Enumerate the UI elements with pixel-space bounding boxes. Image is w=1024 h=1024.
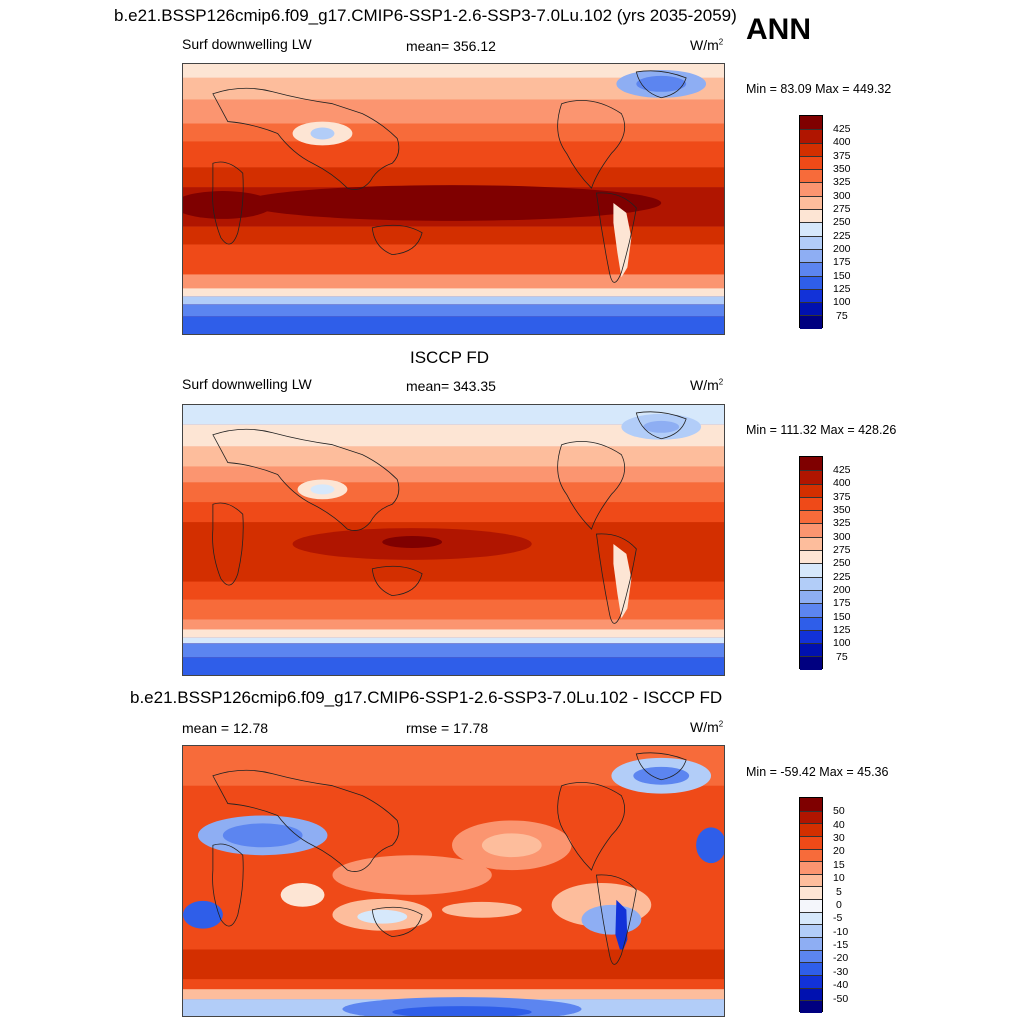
colorbar-tick-label: 20: [833, 845, 845, 857]
panel-title: b.e21.BSSP126cmip6.f09_g17.CMIP6-SSP1-2.…: [114, 6, 737, 25]
minmax-label: Min = 83.09 Max = 449.32: [746, 82, 892, 96]
colorbar-tick-label: -10: [833, 926, 849, 938]
colorbar-tick-label: 200: [833, 243, 851, 255]
units-label: W/m2: [690, 719, 724, 735]
world-map: [182, 63, 725, 335]
colorbar-tick-label: 425: [833, 464, 851, 476]
colorbar-tick-label: 325: [833, 517, 851, 529]
colorbar-tick-label: 225: [833, 230, 851, 242]
world-map: [182, 404, 725, 676]
rmse-label: rmse = 17.78: [406, 720, 489, 736]
colorbar-tick-label: 175: [833, 256, 851, 268]
colorbar-tick-label: 375: [833, 150, 851, 162]
colorbar-tick-label: 125: [833, 624, 851, 636]
colorbar-tick-label: 125: [833, 283, 851, 295]
contour-field: [183, 64, 724, 334]
mean-label: mean= 343.35: [406, 378, 496, 394]
colorbar-tick-label: 225: [833, 571, 851, 583]
colorbar-tick-label: 100: [833, 296, 851, 308]
mean-label: mean = 12.78: [182, 720, 269, 736]
mean-label: mean= 356.12: [406, 38, 496, 54]
colorbar-tick-label: 10: [833, 872, 845, 884]
colorbar-tick-label: 175: [833, 597, 851, 609]
colorbar-tick-label: 400: [833, 136, 851, 148]
panel-title: ISCCP FD: [410, 348, 490, 367]
colorbar-tick-label: 75: [836, 310, 848, 322]
colorbar-tick-label: -40: [833, 979, 849, 991]
colorbar-tick-label: 275: [833, 203, 851, 215]
colorbar-tick-label: 275: [833, 544, 851, 556]
units-label: W/m2: [690, 377, 724, 393]
minmax-label: Min = 111.32 Max = 428.26: [746, 423, 897, 437]
minmax-label: Min = -59.42 Max = 45.36: [746, 765, 889, 779]
colorbar: [799, 797, 823, 1013]
colorbar-tick-label: 250: [833, 216, 851, 228]
colorbar-tick-label: 375: [833, 491, 851, 503]
colorbar-tick-label: 425: [833, 123, 851, 135]
colorbar-tick-label: 200: [833, 584, 851, 596]
colorbar-tick-label: 350: [833, 163, 851, 175]
colorbar-tick-label: 5: [836, 886, 842, 898]
colorbar-tick-label: 40: [833, 819, 845, 831]
colorbar: [799, 456, 823, 670]
contour-field: [183, 746, 724, 1016]
units-label: W/m2: [690, 37, 724, 53]
colorbar-tick-label: -20: [833, 952, 849, 964]
colorbar-tick-label: 250: [833, 557, 851, 569]
colorbar-tick-label: -15: [833, 939, 849, 951]
colorbar-tick-label: -5: [833, 912, 843, 924]
colorbar-tick-label: 300: [833, 190, 851, 202]
world-map: [182, 745, 725, 1017]
colorbar-tick-label: 150: [833, 270, 851, 282]
colorbar-tick-label: 100: [833, 637, 851, 649]
colorbar-tick-label: 30: [833, 832, 845, 844]
panel-title: b.e21.BSSP126cmip6.f09_g17.CMIP6-SSP1-2.…: [130, 688, 723, 707]
colorbar-tick-label: 150: [833, 611, 851, 623]
colorbar-tick-label: -30: [833, 966, 849, 978]
colorbar: [799, 115, 823, 329]
contour-field: [183, 405, 724, 675]
variable-label: Surf downwelling LW: [182, 36, 312, 52]
variable-label: Surf downwelling LW: [182, 376, 312, 392]
colorbar-tick-label: 50: [833, 805, 845, 817]
colorbar-tick-label: 0: [836, 899, 842, 911]
colorbar-tick-label: 15: [833, 859, 845, 871]
colorbar-tick-label: -50: [833, 993, 849, 1005]
colorbar-tick-label: 325: [833, 176, 851, 188]
colorbar-tick-label: 300: [833, 531, 851, 543]
colorbar-tick-label: 75: [836, 651, 848, 663]
colorbar-tick-label: 350: [833, 504, 851, 516]
season-label: ANN: [746, 13, 811, 46]
colorbar-tick-label: 400: [833, 477, 851, 489]
